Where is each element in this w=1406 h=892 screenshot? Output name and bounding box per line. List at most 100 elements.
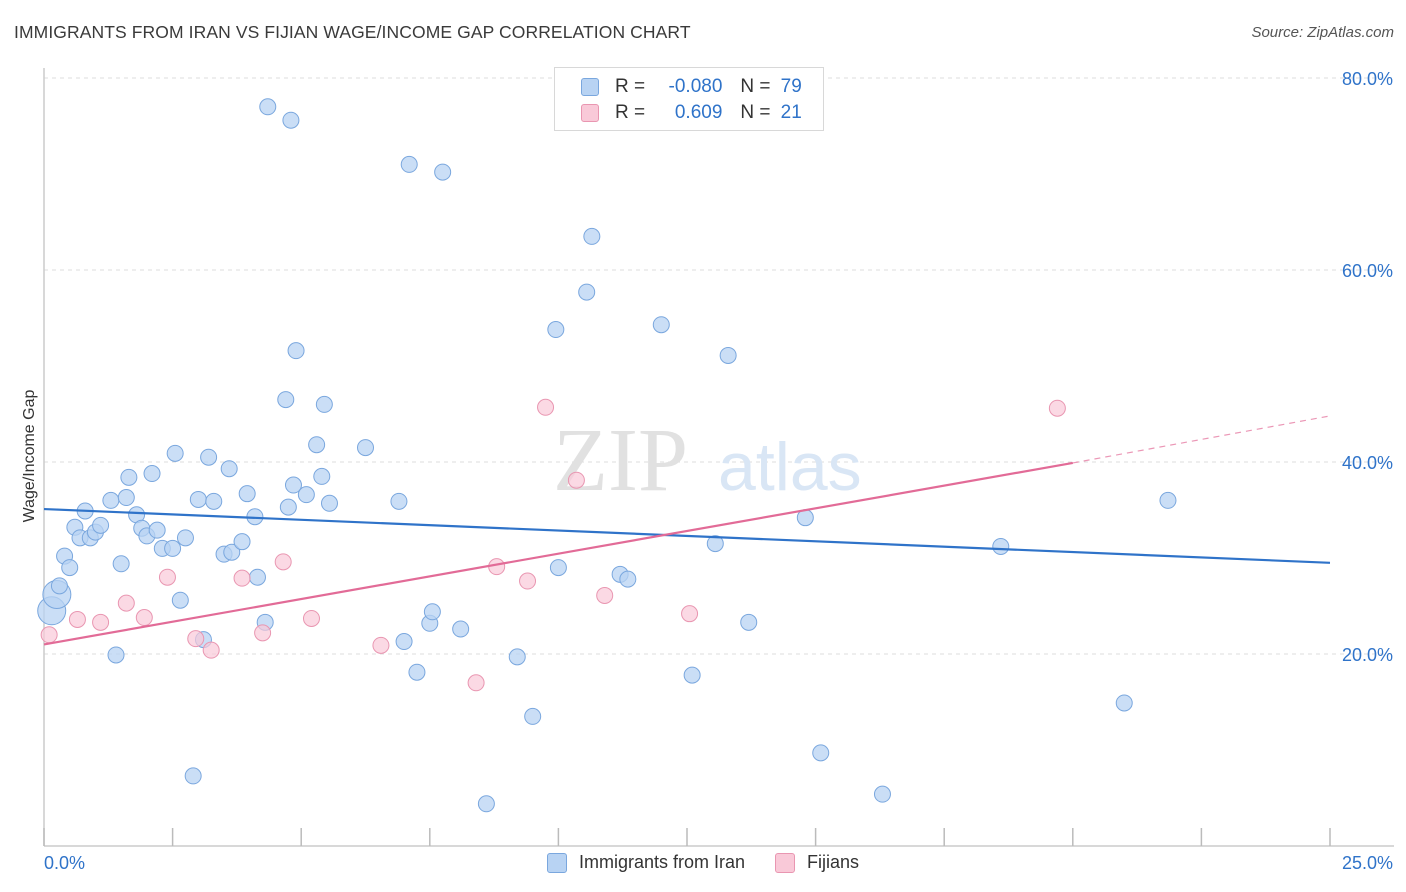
data-point-iran [652, 316, 670, 334]
data-point-iran [148, 521, 166, 539]
data-point-iran [583, 227, 601, 245]
trend-line-fijians-extension [1072, 415, 1331, 464]
legend-item-iran[interactable]: Immigrants from Iran [546, 852, 746, 873]
legend-swatch-iran [581, 78, 599, 96]
data-point-iran [390, 492, 408, 510]
chart-title: IMMIGRANTS FROM IRAN VS FIJIAN WAGE/INCO… [14, 22, 691, 42]
legend-swatch-fijians [581, 104, 599, 122]
data-point-iran [719, 346, 737, 364]
data-point-iran [1115, 694, 1133, 712]
x-tick-label: 25.0% [1342, 853, 1393, 873]
data-point-iran [220, 460, 238, 478]
data-point-iran [102, 491, 120, 509]
legend-label-fijians: Fijians [807, 852, 860, 872]
data-point-iran [313, 467, 331, 485]
data-point-fijians [467, 674, 485, 692]
data-point-iran [740, 613, 758, 631]
legend-r-label: R = [615, 102, 646, 123]
data-point-iran [184, 767, 202, 785]
data-point-fijians [233, 569, 251, 587]
data-point-iran [452, 620, 470, 638]
legend-row-fijians: R = 0.609 N = 21 [581, 100, 802, 126]
y-tick-label: 20.0% [1342, 645, 1393, 665]
data-point-iran [408, 663, 426, 681]
trend-lines [43, 415, 1331, 646]
series-legend: Immigrants from Iran Fijians [0, 852, 1406, 873]
data-point-iran [238, 485, 256, 503]
data-point-fijians [372, 636, 390, 654]
data-point-fijians [92, 613, 110, 631]
data-point-fijians [40, 626, 58, 644]
data-point-iran [706, 535, 724, 553]
legend-n-value: 21 [780, 102, 802, 123]
tick-labels: 20.0% 40.0% 60.0% 80.0% 0.0% 25.0% [44, 69, 1393, 873]
data-point-iran [189, 490, 207, 508]
data-point-iran [400, 155, 418, 173]
data-point-iran [282, 111, 300, 129]
legend-label-iran: Immigrants from Iran [578, 852, 746, 872]
legend-n-label: N = [740, 102, 771, 123]
data-point-iran [205, 492, 223, 510]
data-point-fijians [537, 398, 555, 416]
y-tick-label: 60.0% [1342, 261, 1393, 281]
data-point-iran [683, 666, 701, 684]
data-point-fijians [596, 586, 614, 604]
legend-row-iran: R = -0.080 N = 79 [581, 74, 802, 100]
data-point-iran [477, 795, 495, 813]
data-point-fijians [202, 641, 220, 659]
data-point-iran [873, 785, 891, 803]
data-point-fijians [274, 553, 292, 571]
watermark-zip: ZIP [553, 411, 688, 510]
data-point-iran [423, 603, 441, 621]
axes [43, 68, 1394, 847]
data-point-iran [308, 436, 326, 454]
trend-line-fijians [43, 461, 1073, 646]
data-point-fijians [1048, 399, 1066, 417]
data-point-fijians [567, 471, 585, 489]
data-point-iran [259, 98, 277, 116]
legend-r-value: -0.080 [668, 76, 723, 97]
data-point-iran [107, 646, 125, 664]
data-point-iran [120, 468, 138, 486]
legend-r-value: 0.609 [674, 102, 723, 123]
data-point-iran [549, 559, 567, 577]
data-point-iran [547, 321, 565, 339]
series-iran [37, 98, 1177, 813]
data-point-iran [277, 391, 295, 409]
data-point-fijians [68, 610, 86, 628]
data-point-iran [1159, 491, 1177, 509]
legend-item-fijians[interactable]: Fijians [775, 852, 859, 873]
data-point-iran [320, 494, 338, 512]
data-point-iran [357, 439, 374, 457]
data-point-fijians [158, 568, 176, 586]
data-point-iran [508, 648, 526, 666]
legend-swatch-fijians [775, 852, 796, 873]
data-point-iran [279, 498, 297, 516]
y-tick-label: 80.0% [1342, 69, 1393, 89]
data-point-iran [200, 448, 218, 466]
data-point-iran [171, 591, 189, 609]
watermark-atlas: atlas [718, 429, 862, 505]
data-point-iran [143, 465, 161, 483]
data-point-fijians [117, 594, 135, 612]
data-point-iran [61, 559, 79, 577]
data-point-iran [434, 163, 452, 181]
data-point-iran [284, 476, 302, 494]
x-tick-label: 0.0% [44, 853, 85, 873]
watermark: ZIP atlas [553, 411, 862, 510]
correlation-legend: R = -0.080 N = 79 R = 0.609 N = 21 [554, 67, 824, 131]
data-point-iran [112, 555, 130, 573]
series-fijians [40, 398, 1066, 692]
y-tick-label: 40.0% [1342, 453, 1393, 473]
legend-n-value: 79 [780, 76, 802, 97]
data-point-fijians [135, 609, 153, 627]
legend-r-label: R = [615, 76, 646, 97]
grid-lines [44, 77, 1394, 655]
data-point-iran [223, 543, 241, 561]
data-point-iran [233, 533, 251, 551]
trend-line-iran [43, 507, 1331, 564]
source-note: Source: ZipAtlas.com [1251, 24, 1394, 41]
data-point-iran [297, 486, 315, 504]
data-point-iran [166, 444, 184, 462]
data-point-iran [176, 529, 194, 547]
